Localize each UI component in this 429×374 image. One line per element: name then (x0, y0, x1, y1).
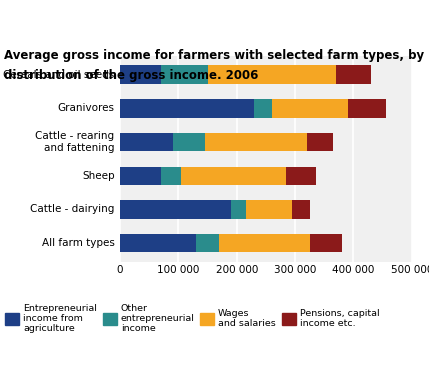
Bar (307, 133, 333, 151)
Bar (245, 200, 292, 219)
Bar (120, 234, 196, 252)
Bar (120, 99, 254, 118)
Bar (336, 65, 371, 84)
Bar (161, 166, 181, 185)
Bar (287, 166, 316, 185)
Bar (219, 234, 310, 252)
Bar (347, 99, 386, 118)
Text: Average gross income for farmers with selected farm types, by: Average gross income for farmers with se… (4, 49, 424, 62)
Bar (120, 166, 161, 185)
Bar (272, 99, 347, 118)
Bar (208, 65, 336, 84)
Bar (196, 234, 219, 252)
Bar (161, 65, 208, 84)
Bar (205, 133, 307, 151)
Bar (120, 200, 231, 219)
Bar (120, 65, 161, 84)
Bar (181, 166, 287, 185)
Bar (292, 200, 310, 219)
Bar (231, 200, 245, 219)
Legend: Entrepreneurial
income from
agriculture, Other
entrepreneurial
income, Wages
and: Entrepreneurial income from agriculture,… (5, 304, 379, 333)
Bar (120, 133, 172, 151)
Text: distribution of the gross income. 2006: distribution of the gross income. 2006 (4, 69, 259, 82)
Bar (172, 133, 205, 151)
Bar (310, 234, 342, 252)
Bar (254, 99, 272, 118)
